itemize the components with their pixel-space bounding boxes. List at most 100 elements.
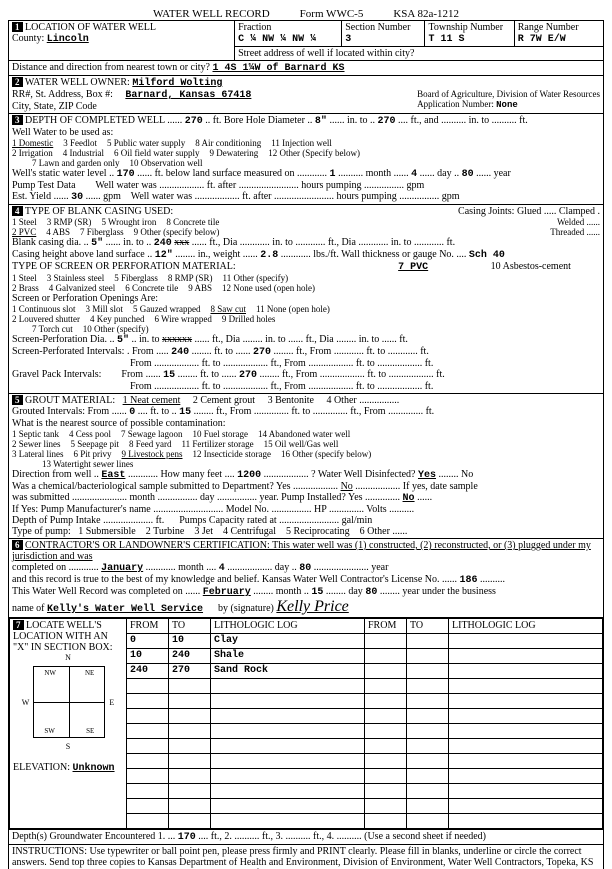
gr-to: 15 <box>179 407 191 418</box>
op-9: 9 Drilled holes <box>222 314 276 324</box>
app-no: None <box>496 100 518 110</box>
sm-10: 10 Asbestos-cement <box>491 261 571 272</box>
meas-yr: 80 <box>462 169 474 180</box>
disinfected: Yes <box>418 470 436 481</box>
sm-12: 12 None used (open hole) <box>222 283 315 293</box>
col-from: FROM <box>127 619 169 634</box>
blank-dia: 5" <box>91 238 103 249</box>
casing-joints: Casing Joints: Glued ..... Clamped . <box>458 206 600 217</box>
c-7: 7 Fiberglass <box>80 227 124 237</box>
g-2: 2 Cement grout <box>193 395 255 406</box>
dist-dir: 1 4S 1¼W of Barnard KS <box>212 63 344 74</box>
c-4: 4 ABS <box>46 227 70 237</box>
r2c1: 270 <box>169 664 211 679</box>
use-12: 12 Other (Specify below) <box>268 148 360 158</box>
sm-7: 7 PVC <box>398 262 428 273</box>
r0c1: 10 <box>169 634 211 649</box>
ct-5: 5 Seepage pit <box>71 439 120 449</box>
depth-completed: 270 <box>185 116 203 127</box>
op-5: 5 Gauzed wrapped <box>133 304 200 314</box>
section: 3 <box>345 34 351 45</box>
sm-11: 11 Other (specify) <box>223 273 289 283</box>
r1c0: 10 <box>127 649 169 664</box>
pt-5: 5 Reciprocating <box>286 526 350 537</box>
gpt: 270 <box>239 370 257 381</box>
pt-6: 6 Other <box>360 526 390 537</box>
r2c2: Sand Rock <box>211 664 365 679</box>
ct-10: 10 Fuel storage <box>193 429 249 439</box>
pt-2: 2 Turbine <box>146 526 185 537</box>
use-1: 1 Domestic <box>12 138 53 148</box>
in-to: 270 <box>378 116 396 127</box>
ct-13: 13 Watertight sewer lines <box>42 459 133 469</box>
op-11: 11 None (open hole) <box>256 304 330 314</box>
sec1-label: 1 <box>12 22 23 32</box>
ct-16: 16 Other (specify below) <box>281 449 371 459</box>
c-8: 8 Concrete tile <box>166 217 219 227</box>
sm-4: 4 Galvanized steel <box>49 283 115 293</box>
comp-day: 4 <box>219 563 225 574</box>
use-9: 9 Dewatering <box>209 148 258 158</box>
sm-6: 6 Concrete tile <box>125 283 178 293</box>
sm-5: 5 Fiberglass <box>114 273 158 283</box>
ct-8: 8 Feed yard <box>129 439 172 449</box>
g-3: 3 Bentonite <box>268 395 314 406</box>
use-5: 5 Public water supply <box>107 138 185 148</box>
app-label: Application Number: <box>417 99 494 109</box>
pt: 270 <box>253 347 271 358</box>
sm-8: 8 RMP (SR) <box>168 273 213 283</box>
form-ksa: KSA 82a-1212 <box>393 8 459 20</box>
ct-2: 2 Sewer lines <box>12 439 61 449</box>
blank-to: 240 <box>154 238 172 249</box>
pf: 240 <box>171 347 189 358</box>
use-4: 4 Industrial <box>63 148 104 158</box>
rec-yr: 80 <box>365 587 377 598</box>
weight: 2.8 <box>260 250 278 261</box>
sec5-label: 5 <box>12 395 23 405</box>
bore-dia: 8" <box>315 116 327 127</box>
use-10: 10 Observation well <box>129 158 202 168</box>
col-from2: FROM <box>365 619 407 634</box>
c-1: 1 Steel <box>12 217 37 227</box>
range: R 7W E/W <box>518 34 566 45</box>
op-10: 10 Other (specify) <box>83 324 149 334</box>
ct-6: 6 Pit privy <box>73 449 111 459</box>
use-6: 6 Oil field water supply <box>114 148 199 158</box>
yield: 30 <box>71 192 83 203</box>
form-title: WATER WELL RECORD <box>153 8 270 20</box>
sec2-label: 2 <box>12 77 23 87</box>
r2c0: 240 <box>127 664 169 679</box>
form-no: Form WWC-5 <box>300 8 364 20</box>
instructions: INSTRUCTIONS: Use typewriter or ball poi… <box>9 845 604 869</box>
threaded: Threaded ...... <box>550 227 600 237</box>
r1c1: 240 <box>169 649 211 664</box>
perf-dia: 5" <box>117 335 129 346</box>
ct-1: 1 Septic tank <box>12 429 59 439</box>
col-log: LITHOLOGIC LOG <box>211 619 365 634</box>
pt-4: 4 Centrifugal <box>223 526 276 537</box>
sec3-label: 3 <box>12 115 23 125</box>
welded: Welded ...... <box>557 217 600 227</box>
cert-intro: CONTRACTOR'S OR LANDOWNER'S CERTIFICATIO… <box>12 540 591 562</box>
op-4: 4 Key punched <box>90 314 144 324</box>
sec7-label: 7 <box>13 620 24 630</box>
rec-mo: February <box>203 587 251 598</box>
pt-3: 3 Jet <box>194 526 213 537</box>
sec4-label: 4 <box>12 206 23 216</box>
sm-9: 9 ABS <box>188 283 212 293</box>
ct-15: 15 Oil well/Gas well <box>264 439 339 449</box>
lith-table: 7 LOCATE WELL'S LOCATION WITH AN "X" IN … <box>9 618 603 829</box>
pt-1: 1 Submersible <box>78 526 136 537</box>
use-8: 8 Air conditioning <box>195 138 261 148</box>
op-7: 7 Torch cut <box>32 324 73 334</box>
sm-2: 2 Brass <box>12 283 39 293</box>
ct-14: 14 Abandoned water well <box>258 429 350 439</box>
main-table: 1 LOCATION OF WATER WELL County: Lincoln… <box>8 20 604 869</box>
fraction: C ¼ NW ¼ NW ¼ <box>238 34 316 45</box>
gr-from: 0 <box>129 407 135 418</box>
comp-yr: 80 <box>299 563 311 574</box>
owner-addr: Barnard, Kansas 67418 <box>125 90 251 101</box>
elev: Unknown <box>73 763 115 774</box>
static: 170 <box>117 169 135 180</box>
street-q: Street address of well if located within… <box>235 47 604 61</box>
